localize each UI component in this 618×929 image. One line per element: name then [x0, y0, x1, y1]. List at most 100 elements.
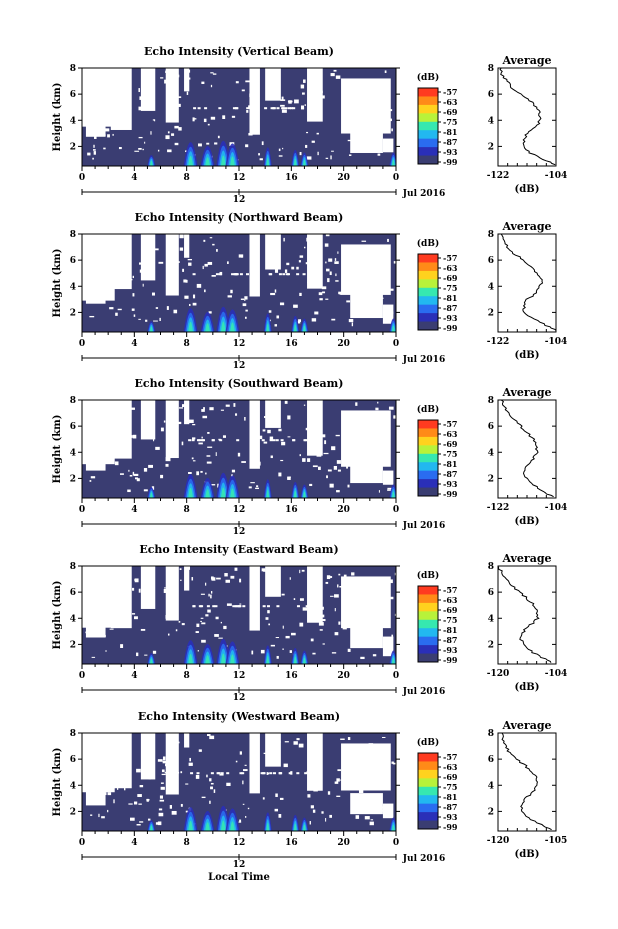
bright-band-mark [284, 107, 288, 110]
missing-data-speckle [358, 587, 363, 590]
missing-data-speckle [384, 70, 387, 73]
x-tick-label: 8 [184, 173, 190, 183]
bright-band-mark [304, 439, 308, 442]
missing-data-speckle [370, 808, 375, 811]
missing-data-speckle [361, 768, 366, 771]
colorbar-tick-label: -69 [443, 605, 458, 615]
missing-data-speckle [216, 577, 221, 580]
heatmap-cells [82, 400, 396, 498]
missing-data-speckle [343, 98, 345, 100]
echo-plume [205, 489, 210, 498]
echo-plume [392, 159, 395, 166]
average-x-tick-label: -122 [487, 503, 510, 513]
missing-data-speckle [161, 773, 166, 776]
echo-plume [266, 489, 270, 498]
missing-data-speckle [109, 573, 114, 577]
missing-data-speckle [155, 822, 159, 825]
missing-data-speckle [208, 311, 212, 314]
missing-data-speckle [386, 147, 388, 152]
bright-band-mark [262, 605, 266, 608]
bright-band-mark [289, 107, 293, 110]
missing-data-speckle [109, 429, 112, 432]
colorbar-tick-label: -99 [443, 489, 458, 499]
echo-plume [220, 487, 226, 498]
missing-data-speckle [85, 583, 89, 586]
missing-data-speckle [265, 88, 269, 90]
missing-data-region [165, 234, 179, 296]
colorbar-tick-label: -81 [443, 127, 457, 137]
missing-data-speckle [196, 623, 200, 628]
missing-data-region [341, 78, 391, 134]
missing-data-speckle [287, 415, 291, 420]
missing-data-speckle [369, 821, 374, 826]
missing-data-speckle [165, 70, 170, 73]
missing-data-speckle [90, 476, 96, 479]
bright-band-mark [268, 273, 272, 276]
missing-data-speckle [85, 96, 88, 99]
missing-data-speckle [196, 471, 200, 476]
missing-data-speckle [377, 763, 381, 765]
bright-band-mark [276, 605, 280, 608]
missing-data-speckle [145, 319, 148, 322]
average-profile-line [500, 233, 557, 332]
missing-data-speckle [274, 269, 279, 273]
missing-data-speckle [210, 591, 213, 594]
bright-band-mark [304, 772, 308, 775]
missing-data-speckle [307, 248, 310, 253]
colorbar-swatch [418, 470, 438, 480]
missing-data-speckle [84, 568, 88, 570]
missing-data-speckle [171, 291, 176, 295]
missing-data-speckle [334, 608, 336, 612]
y-axis-label: Height (km) [52, 415, 63, 484]
echo-plume [266, 323, 270, 332]
missing-data-speckle [385, 290, 390, 294]
missing-data-speckle [333, 465, 337, 470]
missing-data-speckle [350, 592, 352, 596]
missing-data-speckle [254, 742, 257, 744]
missing-data-speckle [274, 289, 277, 293]
average-y-tick-label: 4 [488, 282, 494, 292]
missing-data-speckle [139, 96, 142, 100]
missing-data-speckle [389, 118, 392, 122]
missing-data-speckle [92, 273, 97, 275]
missing-data-speckle [370, 750, 374, 753]
x-tick-label: 0 [393, 671, 399, 681]
colorbar-swatch [418, 812, 438, 822]
echo-plume [220, 820, 226, 831]
missing-data-speckle [251, 72, 254, 76]
missing-data-speckle [201, 81, 205, 85]
missing-data-speckle [110, 448, 116, 453]
missing-data-speckle [139, 785, 144, 788]
bright-band-mark [275, 439, 279, 442]
missing-data-speckle [210, 594, 212, 599]
missing-data-speckle [278, 814, 282, 818]
missing-data-speckle [99, 739, 105, 742]
missing-data-speckle [279, 302, 285, 306]
missing-data-speckle [162, 760, 167, 764]
missing-data-speckle [222, 435, 227, 438]
missing-data-speckle [331, 150, 334, 152]
missing-data-speckle [240, 255, 243, 258]
missing-data-speckle [238, 254, 244, 258]
missing-data-speckle [161, 769, 165, 773]
missing-data-speckle [278, 472, 282, 477]
missing-data-speckle [297, 320, 301, 324]
missing-data-speckle [196, 283, 202, 288]
average-y-tick-label: 4 [488, 116, 494, 126]
missing-data-speckle [346, 464, 348, 469]
colorbar-swatch [418, 436, 438, 446]
missing-data-speckle [189, 303, 191, 307]
bright-band-mark [312, 605, 316, 608]
missing-data-speckle [108, 89, 112, 94]
missing-data-speckle [177, 103, 181, 107]
bright-band-mark [307, 772, 311, 775]
missing-data-speckle [219, 773, 224, 776]
missing-data-speckle [347, 484, 350, 488]
bright-band-mark [232, 605, 236, 608]
missing-data-speckle [130, 817, 135, 821]
missing-data-speckle [303, 404, 306, 406]
x-tick-label: 16 [285, 339, 298, 349]
missing-data-speckle [111, 273, 115, 275]
missing-data-speckle [261, 568, 266, 572]
missing-data-speckle [163, 587, 169, 589]
